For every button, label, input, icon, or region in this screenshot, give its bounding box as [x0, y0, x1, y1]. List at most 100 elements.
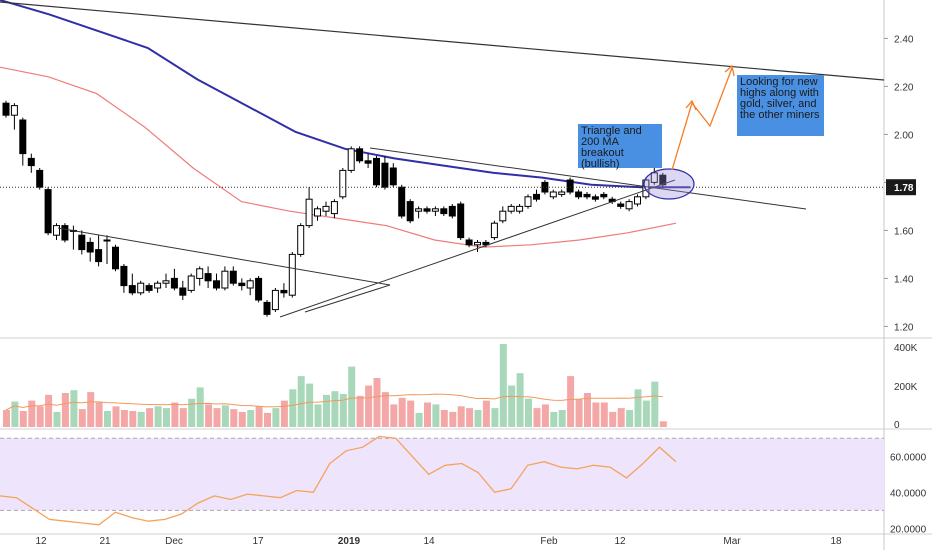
- candle: [112, 244, 119, 272]
- volume-bar: [188, 398, 196, 427]
- candle: [406, 199, 414, 224]
- candle: [322, 201, 330, 216]
- volume-bar: [449, 411, 457, 427]
- candle-body: [280, 289, 288, 294]
- candle: [305, 187, 313, 228]
- rsi-tick-label: 20.0000: [890, 524, 927, 535]
- triangle-upper-line: [369, 147, 807, 210]
- candle: [474, 240, 481, 252]
- candle: [347, 146, 355, 173]
- candle-body: [112, 246, 119, 270]
- candle-body: [356, 148, 364, 162]
- candle-body: [53, 225, 60, 236]
- candle: [204, 266, 212, 288]
- volume-bar: [28, 400, 36, 427]
- candle-body: [10, 105, 18, 116]
- candle-body: [288, 253, 296, 296]
- volume-bar: [373, 378, 381, 427]
- candle: [2, 100, 10, 118]
- volume-bar: [129, 411, 137, 427]
- volume-bar: [617, 408, 625, 427]
- candle-body: [322, 205, 330, 212]
- price-tick-label: 2.20: [894, 82, 914, 93]
- candle-body: [415, 208, 423, 212]
- candle: [27, 153, 35, 173]
- candle-body: [221, 270, 229, 289]
- candle: [591, 194, 599, 202]
- new-highs-note: Looking for new highs along with gold, s…: [737, 75, 824, 136]
- candle-body: [145, 285, 153, 291]
- volume-average-line: [5, 393, 663, 411]
- volume-bar: [651, 381, 659, 427]
- volume-bar: [221, 405, 229, 427]
- candle-body: [642, 179, 650, 198]
- x-tick-label: Dec: [165, 536, 183, 547]
- candle-body: [507, 205, 515, 212]
- candle-body: [575, 191, 583, 198]
- volume-bar: [255, 406, 263, 428]
- x-tick-label: Feb: [540, 536, 558, 547]
- candle-body: [263, 301, 271, 315]
- candle: [583, 192, 591, 200]
- candle: [398, 184, 406, 219]
- volume-tick-label: 400K: [894, 343, 918, 354]
- candle: [297, 223, 305, 257]
- candle: [373, 156, 380, 188]
- volume-bar: [331, 391, 339, 427]
- volume-bar: [567, 376, 575, 427]
- candle-body: [305, 198, 313, 227]
- long-term-trendline: [0, 1, 885, 81]
- volume-bar: [550, 411, 558, 427]
- volume-bar: [95, 402, 103, 427]
- x-tick-label: 21: [99, 536, 111, 547]
- candle: [120, 264, 128, 293]
- volume-bar: [457, 406, 465, 428]
- volume-bar: [112, 406, 120, 428]
- candle-body: [457, 203, 465, 239]
- candle-body: [27, 157, 35, 167]
- volume-bar: [339, 394, 347, 427]
- candle: [19, 117, 27, 166]
- rsi-line: [0, 435, 677, 526]
- candle-body: [490, 222, 498, 239]
- volume-bar: [381, 392, 389, 427]
- volume-bar: [466, 408, 474, 427]
- candle: [170, 268, 178, 291]
- candle-body: [591, 196, 599, 200]
- x-tick-label: 12: [35, 536, 47, 547]
- candle-body: [61, 225, 69, 241]
- rsi-pane: [0, 435, 884, 526]
- rsi-band: [0, 438, 884, 511]
- candle-body: [78, 234, 86, 251]
- wedge-connector-line: [304, 284, 391, 313]
- candle: [364, 153, 372, 168]
- volume-bar: [424, 402, 431, 427]
- candle: [642, 177, 650, 200]
- volume-bar: [154, 406, 162, 428]
- candle: [339, 168, 347, 200]
- volume-bar: [289, 389, 297, 427]
- candle: [44, 187, 52, 236]
- candle: [314, 206, 321, 221]
- candle-body: [95, 249, 103, 263]
- candle-body: [617, 203, 625, 207]
- x-tick-label: 14: [423, 536, 435, 547]
- candle: [280, 283, 288, 298]
- candle-body: [204, 273, 212, 282]
- candle-body: [583, 193, 591, 198]
- volume-bar: [205, 404, 213, 427]
- candle-body: [238, 282, 246, 287]
- volume-bar: [78, 409, 86, 427]
- candle: [154, 280, 162, 293]
- volume-bar: [491, 408, 499, 427]
- candle-body: [634, 196, 641, 205]
- volume-bar: [163, 408, 170, 427]
- candle-body: [364, 160, 372, 164]
- volume-bar: [398, 397, 406, 427]
- candle-body: [650, 172, 658, 183]
- candle: [558, 189, 566, 197]
- candle: [137, 280, 145, 296]
- candle-body: [465, 239, 473, 246]
- candle-body: [120, 265, 128, 287]
